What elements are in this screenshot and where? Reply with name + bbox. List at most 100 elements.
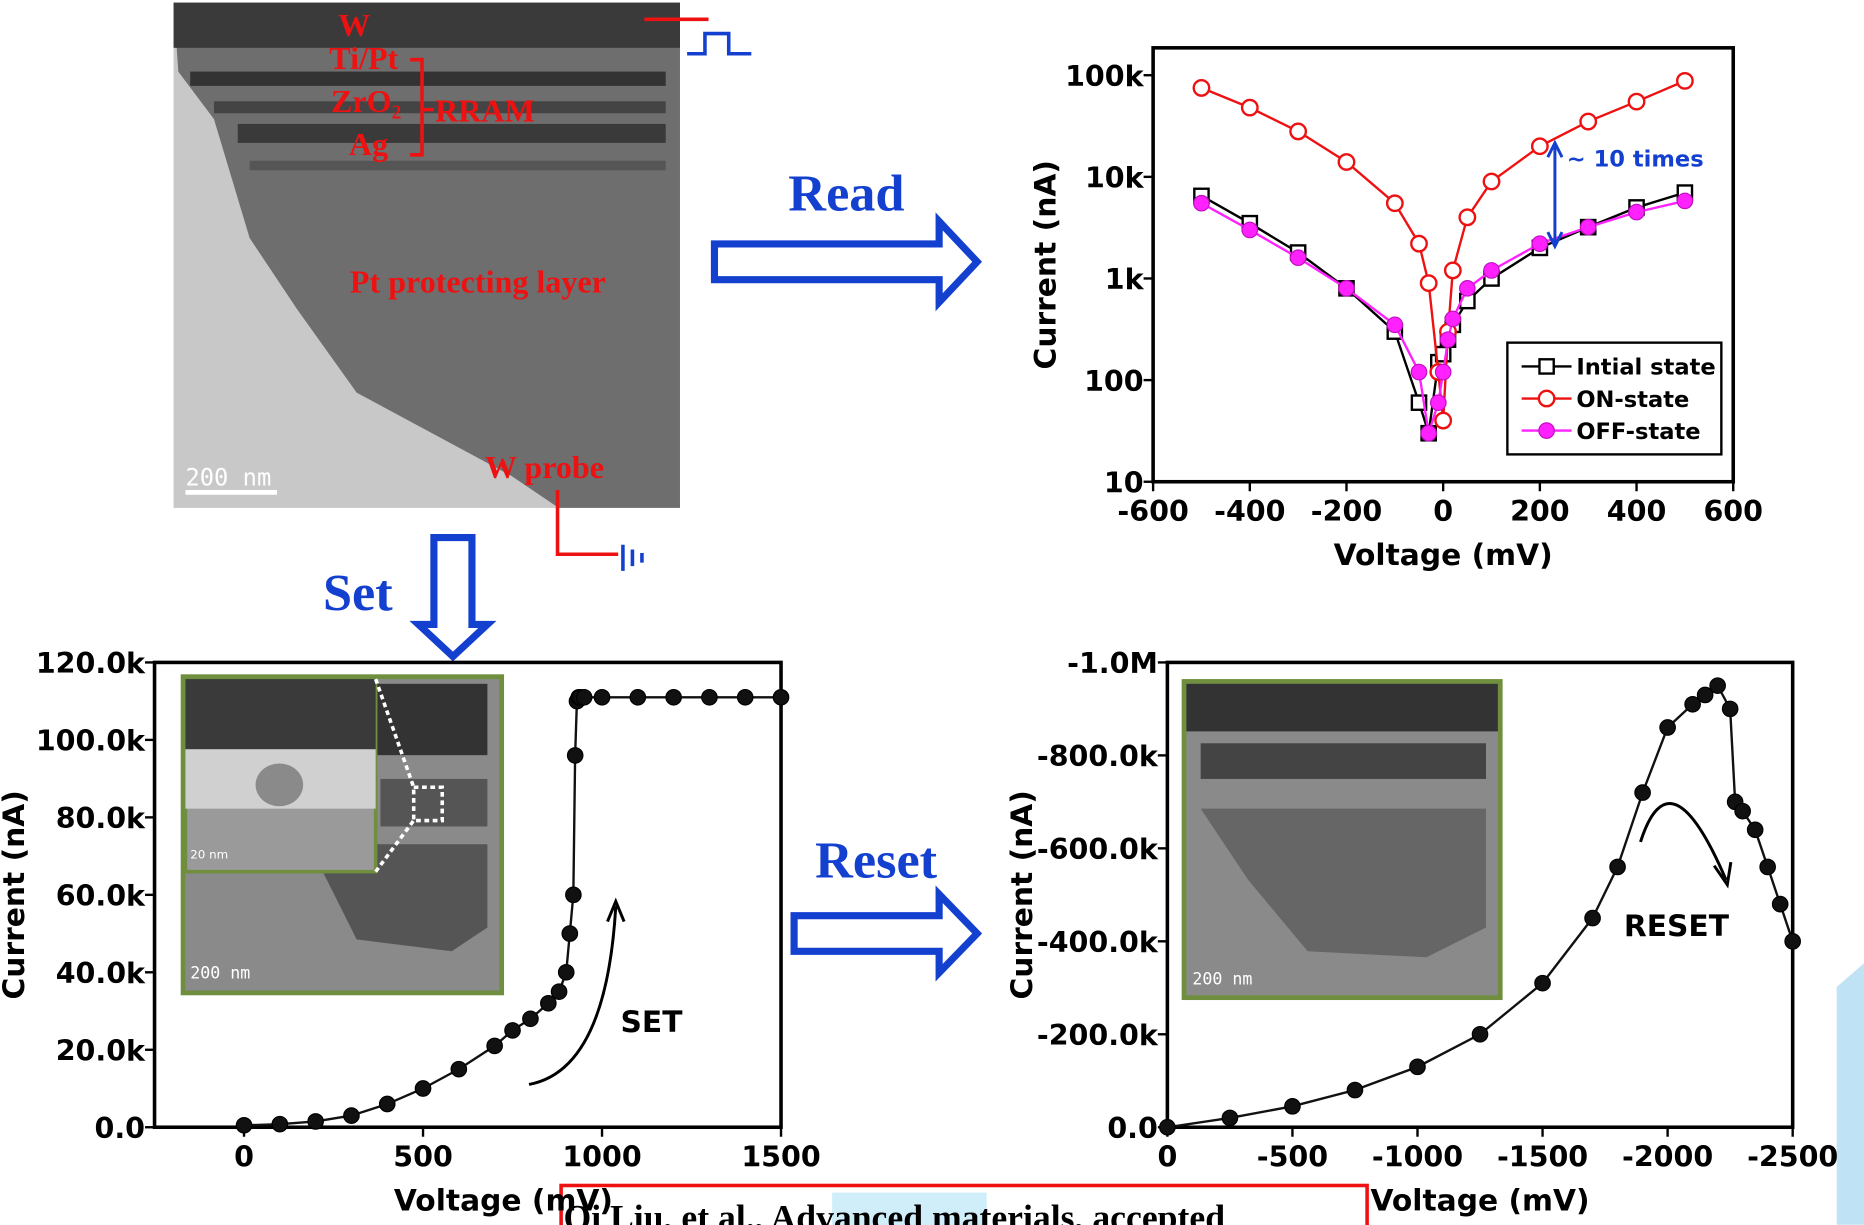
legend-label: OFF-state <box>1576 419 1700 445</box>
x-tick-label: 200 <box>1510 495 1570 528</box>
tem-label: W <box>338 7 370 43</box>
annotation: SET <box>621 1005 684 1040</box>
legend-label: ON-state <box>1576 387 1689 413</box>
marker <box>1532 139 1547 154</box>
page: W Ti/Pt ZrO₂ Ag RRAM Pt protecting layer… <box>0 0 1864 1225</box>
y-tick-label: 0.0 <box>95 1112 146 1145</box>
tem-label: RRAM <box>435 93 535 129</box>
marker <box>576 690 591 705</box>
x-axis-label: Voltage (mV) <box>394 1183 613 1218</box>
y-tick-label: -1.0M <box>1067 647 1158 680</box>
tem-label: W probe <box>485 449 604 485</box>
y-axis-label: Current (nA) <box>0 790 32 999</box>
marker <box>236 1118 251 1133</box>
tem-label: ZrO₂ <box>331 83 401 119</box>
tem-image: W Ti/Pt ZrO₂ Ag RRAM Pt protecting layer… <box>174 3 680 508</box>
x-tick-label: 500 <box>393 1140 453 1173</box>
x-tick-label: 0 <box>234 1140 254 1173</box>
marker <box>562 926 577 941</box>
x-tick-label: 0 <box>1157 1140 1177 1173</box>
tem-label: Ti/Pt <box>329 40 398 76</box>
y-tick-label: -400.0k <box>1037 926 1159 959</box>
scale-bar: 200 nm <box>185 463 271 491</box>
marker <box>415 1081 430 1096</box>
marker <box>1539 423 1554 438</box>
marker <box>1285 1099 1300 1114</box>
marker <box>1445 263 1460 278</box>
y-tick-label: -200.0k <box>1037 1019 1159 1052</box>
marker <box>523 1011 538 1026</box>
arrow-label: Set <box>323 564 393 622</box>
marker <box>1677 193 1692 208</box>
marker <box>1677 73 1692 88</box>
marker <box>1532 236 1547 251</box>
x-tick-label: 400 <box>1607 495 1667 528</box>
marker <box>630 690 645 705</box>
annotation: RESET <box>1624 909 1730 944</box>
y-tick-label: 0.0 <box>1107 1112 1158 1145</box>
marker <box>1411 364 1426 379</box>
marker <box>773 690 788 705</box>
y-tick-label: 10 <box>1104 466 1144 499</box>
marker <box>1339 154 1354 169</box>
figure: W Ti/Pt ZrO₂ Ag RRAM Pt protecting layer… <box>0 0 1864 1225</box>
marker <box>1445 311 1460 326</box>
marker <box>551 984 566 999</box>
arrow-label: Read <box>788 165 904 223</box>
arrow-label: Reset <box>815 832 938 890</box>
marker <box>1194 196 1209 211</box>
y-tick-label: 120.0k <box>36 647 146 680</box>
x-tick-label: -200 <box>1311 495 1382 528</box>
marker <box>1387 196 1402 211</box>
marker <box>1760 859 1775 874</box>
marker <box>666 690 681 705</box>
marker <box>1290 250 1305 265</box>
marker <box>272 1116 287 1131</box>
y-tick-label: 20.0k <box>56 1034 146 1067</box>
x-tick-label: -600 <box>1117 495 1188 528</box>
legend-label: Intial state <box>1576 355 1715 381</box>
marker <box>1635 785 1650 800</box>
marker <box>1411 236 1426 251</box>
marker <box>594 690 609 705</box>
marker <box>702 690 717 705</box>
y-tick-label: -600.0k <box>1037 833 1159 866</box>
marker <box>308 1114 323 1129</box>
marker <box>1735 803 1750 818</box>
marker <box>1421 275 1436 290</box>
marker <box>1435 364 1450 379</box>
marker <box>1772 896 1787 911</box>
marker <box>1580 219 1595 234</box>
x-tick-label: -2500 <box>1747 1140 1838 1173</box>
x-tick-label: -400 <box>1214 495 1285 528</box>
annotation: ~ 10 times <box>1567 147 1704 173</box>
citation: Qi Liu, et al., Advanced materials, acce… <box>563 1197 1225 1225</box>
marker <box>1242 100 1257 115</box>
marker <box>1722 701 1737 716</box>
marker <box>1194 80 1209 95</box>
marker <box>380 1096 395 1111</box>
y-tick-label: 60.0k <box>56 880 146 913</box>
x-tick-label: 0 <box>1433 495 1453 528</box>
x-tick-label: -1000 <box>1372 1140 1463 1173</box>
marker <box>1580 114 1595 129</box>
inset-scale: 20 nm <box>190 848 228 862</box>
x-tick-label: -1500 <box>1497 1140 1588 1173</box>
tem-label: Ag <box>349 126 388 162</box>
marker <box>1629 204 1644 219</box>
marker <box>1710 678 1725 693</box>
legend: Intial state ON-state OFF-state <box>1507 343 1721 455</box>
marker <box>1460 210 1475 225</box>
marker <box>1629 94 1644 109</box>
marker <box>1410 1059 1425 1074</box>
marker <box>1431 395 1446 410</box>
y-tick-label: 80.0k <box>56 802 146 835</box>
annotation-arrow <box>1548 143 1562 246</box>
marker <box>1460 281 1475 296</box>
y-axis-label: Current (nA) <box>1005 790 1040 999</box>
marker <box>737 690 752 705</box>
y-axis-label: Current (nA) <box>1029 160 1064 369</box>
marker <box>1160 1120 1175 1135</box>
marker <box>1535 975 1550 990</box>
